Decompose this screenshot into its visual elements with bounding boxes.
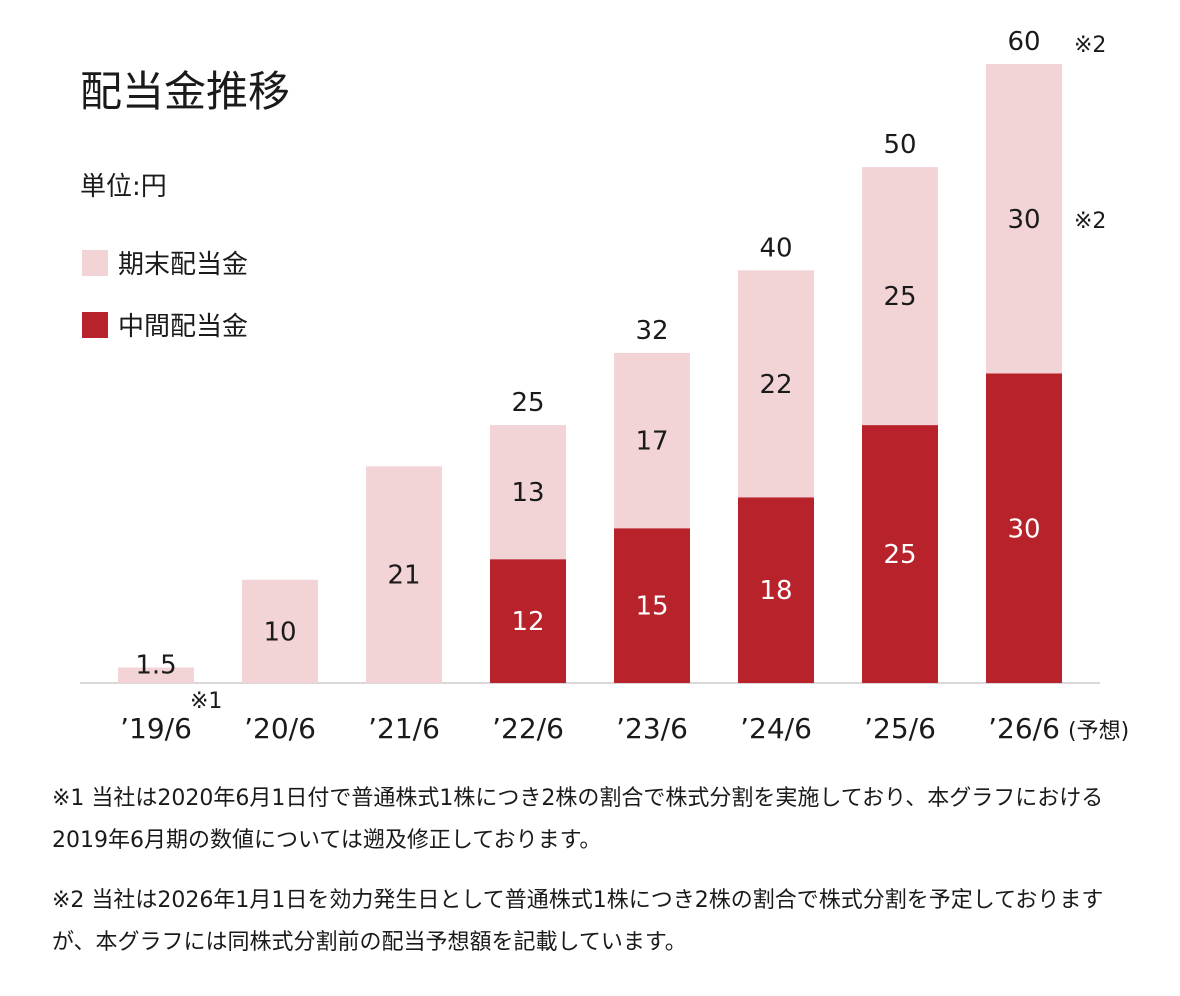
x-tick-label: ’24/6	[740, 712, 812, 745]
unit-label: 単位:円	[80, 172, 167, 202]
bar-segment	[490, 425, 566, 560]
chart-title: 配当金推移	[80, 67, 291, 116]
data-label: 25	[883, 282, 916, 312]
x-tick-label: ’22/6	[492, 712, 564, 745]
bar-segment	[614, 352, 690, 529]
total-label: 40	[759, 233, 792, 263]
bar-segment	[738, 270, 814, 498]
legend-item-interim: 中間配当金	[82, 306, 248, 343]
bar-segment	[614, 528, 690, 683]
bar-segment	[366, 466, 442, 683]
total-label: 50	[883, 130, 916, 160]
legend-swatch	[82, 249, 108, 276]
total-label: 25	[511, 388, 544, 418]
data-label: 22	[759, 370, 792, 400]
data-label: 17	[635, 427, 668, 457]
x-tick-label: ’20/6	[244, 712, 316, 745]
data-label: 12	[511, 607, 544, 637]
legend-item-year-end: 期末配当金	[82, 244, 248, 281]
footnote-1: ※1 当社は2020年6月1日付で普通株式1株につき2株の割合で株式分割を実施し…	[52, 786, 1104, 853]
bar-segment	[242, 579, 318, 683]
x-tick-suffix: (予想)	[1068, 719, 1129, 744]
legend-label: 期末配当金	[118, 250, 249, 280]
legend-label: 中間配当金	[118, 312, 249, 342]
data-label: 15	[635, 592, 668, 622]
data-label: 30	[1007, 205, 1040, 235]
bar-segment	[862, 167, 938, 426]
bar-segment	[118, 667, 194, 683]
bar-segment	[490, 559, 566, 683]
data-label: 13	[511, 478, 544, 508]
footnote-2: ※2 当社は2026年1月1日を効力発生日として普通株式1株につき2株の割合で株…	[52, 888, 1104, 955]
data-label: 30	[1007, 514, 1040, 544]
data-label: 25	[883, 540, 916, 570]
data-label: 21	[387, 561, 420, 591]
total-note-mark: ※2	[1074, 33, 1106, 58]
bar-segment	[986, 373, 1062, 683]
x-tick-label: ’25/6	[864, 712, 936, 745]
legend-swatch	[82, 311, 108, 338]
x-tick-label: ’19/6	[120, 712, 192, 745]
x-tick-note-mark: ※1	[190, 689, 222, 714]
x-tick-label: ’26/6	[988, 712, 1060, 745]
x-tick-label: ’23/6	[616, 712, 688, 745]
data-label: 10	[263, 617, 296, 647]
segment-note-mark: ※2	[1074, 209, 1106, 234]
data-label: 1.5	[135, 651, 176, 681]
bar-segment	[986, 64, 1062, 374]
x-tick-label: ’21/6	[368, 712, 440, 745]
total-label: 32	[635, 316, 668, 346]
bar-segment	[738, 497, 814, 683]
bar-segment	[862, 425, 938, 683]
total-label: 60	[1007, 27, 1040, 57]
data-label: 18	[759, 576, 792, 606]
